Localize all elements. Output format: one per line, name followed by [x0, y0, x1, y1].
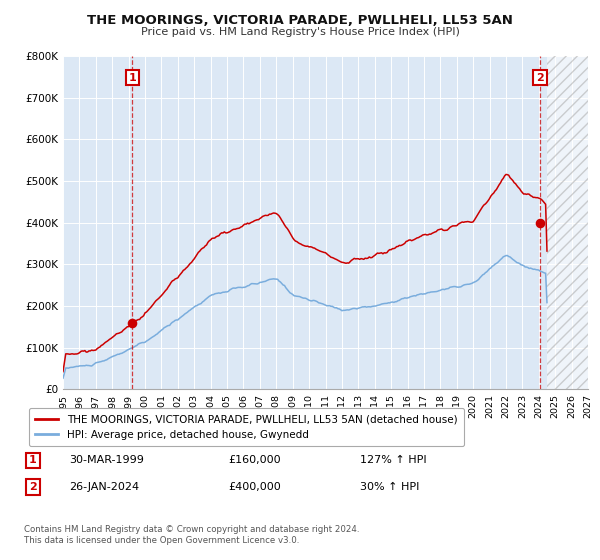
Text: 1: 1 — [128, 73, 136, 83]
Point — [127, 318, 137, 327]
Text: £400,000: £400,000 — [228, 482, 281, 492]
Point — [535, 218, 545, 227]
Text: THE MOORINGS, VICTORIA PARADE, PWLLHELI, LL53 5AN: THE MOORINGS, VICTORIA PARADE, PWLLHELI,… — [87, 14, 513, 27]
Text: 127% ↑ HPI: 127% ↑ HPI — [360, 455, 427, 465]
Text: Price paid vs. HM Land Registry's House Price Index (HPI): Price paid vs. HM Land Registry's House … — [140, 27, 460, 37]
Text: Contains HM Land Registry data © Crown copyright and database right 2024.
This d: Contains HM Land Registry data © Crown c… — [24, 525, 359, 545]
Text: 2: 2 — [536, 73, 544, 83]
Bar — [547, 56, 588, 389]
Text: 26-JAN-2024: 26-JAN-2024 — [69, 482, 139, 492]
Text: 30-MAR-1999: 30-MAR-1999 — [69, 455, 144, 465]
Text: 30% ↑ HPI: 30% ↑ HPI — [360, 482, 419, 492]
Legend: THE MOORINGS, VICTORIA PARADE, PWLLHELI, LL53 5AN (detached house), HPI: Average: THE MOORINGS, VICTORIA PARADE, PWLLHELI,… — [29, 408, 464, 446]
Text: 2: 2 — [29, 482, 37, 492]
Text: 1: 1 — [29, 455, 37, 465]
Text: £160,000: £160,000 — [228, 455, 281, 465]
